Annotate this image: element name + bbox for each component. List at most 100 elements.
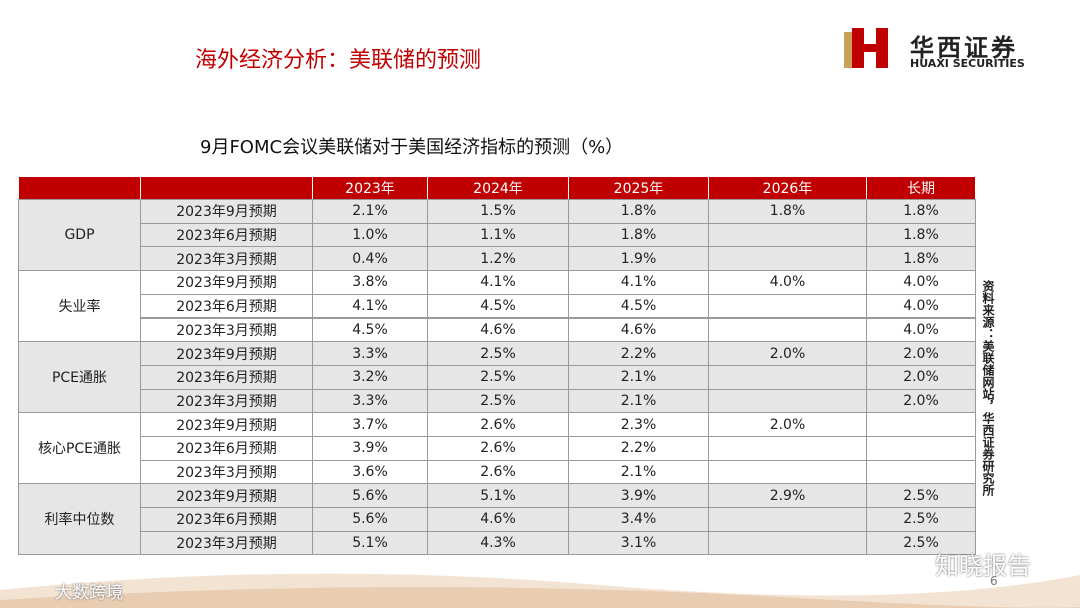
value-cell bbox=[708, 246, 867, 272]
value-cell: 4.6% bbox=[568, 317, 709, 343]
value-cell bbox=[708, 459, 867, 485]
value-cell: 2.5% bbox=[427, 364, 569, 390]
period-cell: 2023年6月预期 bbox=[140, 222, 313, 248]
value-cell: 1.8% bbox=[708, 199, 867, 224]
value-cell: 4.0% bbox=[866, 270, 976, 295]
value-cell bbox=[708, 507, 867, 532]
value-cell: 4.5% bbox=[427, 293, 569, 319]
value-cell: 2.9% bbox=[708, 483, 867, 509]
value-cell: 2.1% bbox=[568, 364, 709, 390]
value-cell: 3.4% bbox=[568, 507, 709, 532]
value-cell: 1.2% bbox=[427, 246, 569, 272]
value-cell: 1.1% bbox=[427, 222, 569, 248]
value-cell: 5.1% bbox=[427, 483, 569, 509]
value-cell bbox=[708, 388, 867, 414]
value-cell: 5.1% bbox=[312, 530, 428, 556]
column-header: 2026年 bbox=[708, 176, 867, 200]
value-cell: 3.3% bbox=[312, 388, 428, 414]
value-cell: 5.6% bbox=[312, 507, 428, 532]
value-cell: 2.6% bbox=[427, 412, 569, 437]
header-cell bbox=[140, 176, 313, 200]
period-cell: 2023年6月预期 bbox=[140, 507, 313, 532]
slide-title: 海外经济分析：美联储的预测 bbox=[195, 48, 482, 73]
value-cell: 1.0% bbox=[312, 222, 428, 248]
value-cell: 3.6% bbox=[312, 459, 428, 485]
value-cell: 2.2% bbox=[568, 341, 709, 366]
value-cell: 2.0% bbox=[708, 412, 867, 437]
period-cell: 2023年9月预期 bbox=[140, 483, 313, 509]
watermark: 知晓报告 bbox=[935, 552, 1031, 580]
value-cell bbox=[866, 436, 976, 461]
header-cell bbox=[18, 176, 141, 200]
value-cell: 1.5% bbox=[427, 199, 569, 224]
value-cell: 4.1% bbox=[568, 270, 709, 295]
value-cell: 1.8% bbox=[866, 222, 976, 248]
value-cell: 3.8% bbox=[312, 270, 428, 295]
period-cell: 2023年6月预期 bbox=[140, 364, 313, 390]
value-cell: 2.1% bbox=[568, 459, 709, 485]
value-cell: 4.0% bbox=[866, 317, 976, 343]
value-cell: 4.6% bbox=[427, 507, 569, 532]
value-cell: 5.6% bbox=[312, 483, 428, 509]
value-cell bbox=[866, 459, 976, 485]
value-cell bbox=[708, 530, 867, 556]
period-cell: 2023年3月预期 bbox=[140, 530, 313, 556]
period-cell: 2023年9月预期 bbox=[140, 199, 313, 224]
value-cell: 2.1% bbox=[312, 199, 428, 224]
value-cell bbox=[708, 436, 867, 461]
value-cell: 4.6% bbox=[427, 317, 569, 343]
footer-decoration bbox=[0, 573, 1080, 608]
value-cell: 2.5% bbox=[427, 388, 569, 414]
value-cell: 2.6% bbox=[427, 436, 569, 461]
value-cell: 4.0% bbox=[708, 270, 867, 295]
column-header: 2024年 bbox=[427, 176, 569, 200]
value-cell bbox=[708, 293, 867, 319]
value-cell: 4.0% bbox=[866, 293, 976, 319]
column-header: 2023年 bbox=[312, 176, 428, 200]
value-cell: 0.4% bbox=[312, 246, 428, 272]
period-cell: 2023年6月预期 bbox=[140, 436, 313, 461]
value-cell: 2.5% bbox=[866, 530, 976, 556]
value-cell: 2.0% bbox=[866, 341, 976, 366]
period-cell: 2023年6月预期 bbox=[140, 293, 313, 319]
value-cell: 2.1% bbox=[568, 388, 709, 414]
value-cell: 4.1% bbox=[312, 293, 428, 319]
period-cell: 2023年3月预期 bbox=[140, 388, 313, 414]
group-label: GDP bbox=[18, 199, 141, 272]
value-cell: 1.8% bbox=[866, 199, 976, 224]
value-cell bbox=[708, 364, 867, 390]
column-header: 长期 bbox=[866, 176, 976, 200]
value-cell: 1.8% bbox=[568, 199, 709, 224]
logo-mark bbox=[844, 28, 888, 68]
period-cell: 2023年9月预期 bbox=[140, 341, 313, 366]
value-cell: 3.3% bbox=[312, 341, 428, 366]
value-cell: 3.1% bbox=[568, 530, 709, 556]
value-cell: 2.5% bbox=[427, 341, 569, 366]
value-cell: 2.2% bbox=[568, 436, 709, 461]
value-cell: 2.6% bbox=[427, 459, 569, 485]
page-number: 6 bbox=[990, 574, 998, 588]
period-cell: 2023年3月预期 bbox=[140, 317, 313, 343]
period-cell: 2023年9月预期 bbox=[140, 270, 313, 295]
logo-en: HUAXI SECURITIES bbox=[910, 57, 1025, 70]
value-cell bbox=[708, 222, 867, 248]
group-label: 失业率 bbox=[18, 270, 141, 343]
value-cell: 3.9% bbox=[312, 436, 428, 461]
period-cell: 2023年3月预期 bbox=[140, 246, 313, 272]
value-cell: 2.0% bbox=[708, 341, 867, 366]
value-cell: 4.5% bbox=[312, 317, 428, 343]
value-cell: 2.0% bbox=[866, 388, 976, 414]
logo-cn: 华西证券 bbox=[910, 34, 1018, 62]
group-label: 利率中位数 bbox=[18, 483, 141, 556]
period-cell: 2023年9月预期 bbox=[140, 412, 313, 437]
value-cell: 1.9% bbox=[568, 246, 709, 272]
value-cell: 2.5% bbox=[866, 507, 976, 532]
value-cell: 1.8% bbox=[568, 222, 709, 248]
value-cell: 1.8% bbox=[866, 246, 976, 272]
value-cell bbox=[866, 412, 976, 437]
value-cell: 4.1% bbox=[427, 270, 569, 295]
column-header: 2025年 bbox=[568, 176, 709, 200]
watermark: 大数跨境 bbox=[55, 583, 123, 603]
source-note: 资料来源：美联储网站，华西证券研究所 bbox=[981, 280, 995, 496]
